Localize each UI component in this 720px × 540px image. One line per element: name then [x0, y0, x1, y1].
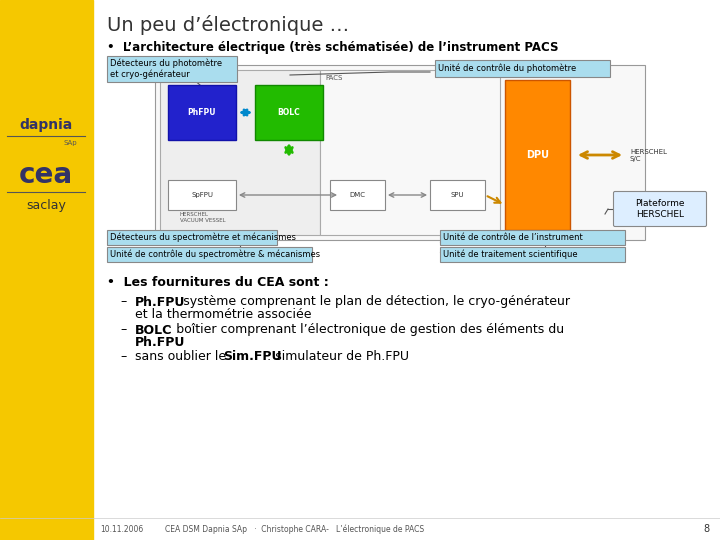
Bar — [0, 0, 93, 540]
Bar — [160, 70, 320, 235]
Text: BOLC: BOLC — [278, 108, 300, 117]
Text: –: – — [120, 350, 126, 363]
Text: saclay: saclay — [26, 199, 66, 212]
Bar — [430, 180, 485, 210]
Text: Ph.FPU: Ph.FPU — [135, 336, 185, 349]
Text: : boîtier comprenant l’électronique de gestion des éléments du: : boîtier comprenant l’électronique de g… — [164, 323, 564, 336]
Text: SpFPU: SpFPU — [191, 192, 213, 198]
Text: DMC: DMC — [349, 192, 366, 198]
Bar — [255, 85, 323, 140]
Bar — [440, 230, 625, 245]
Text: Unité de traitement scientifique: Unité de traitement scientifique — [443, 249, 577, 259]
Text: et la thermométrie associée: et la thermométrie associée — [135, 308, 312, 321]
Text: 8: 8 — [704, 524, 710, 534]
Text: •  L’architecture électrique (très schématisée) de l’instrument PACS: • L’architecture électrique (très schéma… — [107, 40, 559, 53]
Text: PACS: PACS — [325, 75, 343, 81]
Bar — [320, 70, 500, 235]
Text: –: – — [120, 295, 126, 308]
Text: DPU: DPU — [526, 150, 549, 160]
Text: : simulateur de Ph.FPU: : simulateur de Ph.FPU — [263, 350, 409, 363]
Text: : système comprenant le plan de détection, le cryo-générateur: : système comprenant le plan de détectio… — [171, 295, 570, 308]
Text: cea: cea — [19, 161, 73, 189]
Text: Unité de contrôle du photomètre: Unité de contrôle du photomètre — [438, 64, 576, 73]
Bar — [440, 247, 625, 262]
Text: Ph.FPU: Ph.FPU — [135, 295, 185, 308]
Text: •  Les fournitures du CEA sont :: • Les fournitures du CEA sont : — [107, 275, 329, 288]
Text: Détecteurs du photomètre
et cryo-générateur: Détecteurs du photomètre et cryo-générat… — [110, 59, 222, 79]
Text: HERSCHEL
VACUUM VESSEL: HERSCHEL VACUUM VESSEL — [180, 212, 225, 223]
Bar — [107, 247, 312, 262]
Text: HERSCHEL
S/C: HERSCHEL S/C — [630, 148, 667, 161]
Text: PhFPU: PhFPU — [188, 108, 216, 117]
Bar — [107, 230, 277, 245]
Text: CEA DSM Dapnia SAp   ·  Christophe CARA-   L’électronique de PACS: CEA DSM Dapnia SAp · Christophe CARA- L’… — [165, 524, 424, 534]
Text: Sim.FPU: Sim.FPU — [223, 350, 282, 363]
Bar — [155, 65, 645, 240]
Text: dapnia: dapnia — [19, 118, 73, 132]
Bar — [435, 60, 610, 77]
Bar — [168, 180, 236, 210]
Text: Détecteurs du spectromètre et mécanismes: Détecteurs du spectromètre et mécanismes — [110, 233, 296, 242]
Text: SAp: SAp — [63, 140, 77, 146]
Bar — [107, 56, 237, 82]
Bar — [505, 80, 570, 230]
Text: Plateforme
HERSCHEL: Plateforme HERSCHEL — [635, 199, 685, 219]
Text: 10.11.2006: 10.11.2006 — [100, 524, 143, 534]
Bar — [168, 85, 236, 140]
Text: –: – — [120, 323, 126, 336]
Text: sans oublier le: sans oublier le — [135, 350, 230, 363]
FancyBboxPatch shape — [613, 192, 706, 226]
Bar — [330, 180, 385, 210]
Text: BOLC: BOLC — [135, 323, 172, 336]
Text: Un peu d’électronique …: Un peu d’électronique … — [107, 15, 349, 35]
Text: Unité de contrôle du spectromètre & mécanismes: Unité de contrôle du spectromètre & méca… — [110, 249, 320, 259]
Text: Unité de contrôle de l’instrument: Unité de contrôle de l’instrument — [443, 233, 582, 242]
Text: SPU: SPU — [451, 192, 464, 198]
